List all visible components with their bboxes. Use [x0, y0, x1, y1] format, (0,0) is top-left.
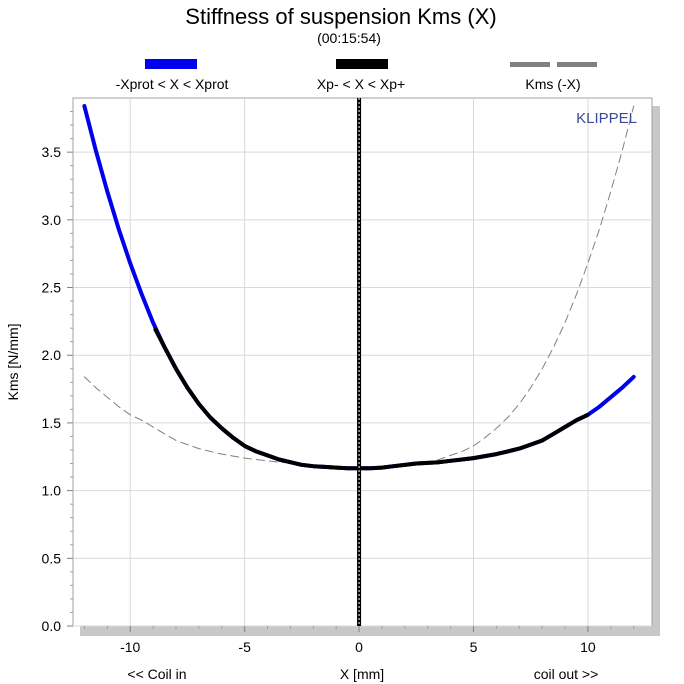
zero-marker	[357, 98, 362, 626]
legend-label-kms-neg-x: Kms (-X)	[525, 76, 580, 92]
y-tick-label: 2.0	[42, 347, 62, 363]
chart-title: Stiffness of suspension Kms (X)	[185, 4, 496, 29]
x-axis-title: X [mm]	[340, 666, 384, 682]
y-tick-label: 1.0	[42, 483, 62, 499]
legend-label-xp: Xp- < X < Xp+	[317, 76, 405, 92]
legend-swatch-blue	[145, 59, 197, 69]
x-tick-label: -10	[120, 639, 140, 655]
x-note-right: coil out >>	[534, 666, 599, 682]
x-tick-label: -5	[238, 639, 251, 655]
x-note-left: << Coil in	[127, 666, 186, 682]
y-tick-label: 3.5	[42, 144, 62, 160]
x-tick-label: 0	[355, 639, 363, 655]
y-tick-label: 0.0	[42, 618, 62, 634]
y-tick-label: 0.5	[42, 550, 62, 566]
plot-area	[72, 97, 653, 627]
legend-swatch-gray-1	[510, 62, 550, 67]
series-line-xp	[153, 327, 590, 471]
chart-subtitle: (00:15:54)	[317, 30, 381, 46]
legend-swatch-black	[336, 59, 388, 69]
x-tick-label: 10	[580, 639, 596, 655]
y-tick-label: 1.5	[42, 415, 62, 431]
legend: -Xprot < X < Xprot Xp- < X < Xp+ Kms (-X…	[116, 59, 597, 92]
axis-ticks: -10 -5 0 5 10 0.0 0.5 1.0 1.5 2.0 2.5 3.0 3.5	[42, 111, 635, 655]
x-tick-label: 5	[470, 639, 478, 655]
brand-label: KLIPPEL	[576, 110, 637, 127]
y-axis-title: Kms [N/mm]	[5, 324, 21, 401]
y-tick-label: 2.5	[42, 280, 62, 296]
series-line-kms-neg-x	[83, 105, 635, 469]
y-tick-label: 3.0	[42, 212, 62, 228]
legend-label-xprot: -Xprot < X < Xprot	[116, 76, 229, 92]
legend-swatch-gray-2	[557, 62, 597, 67]
